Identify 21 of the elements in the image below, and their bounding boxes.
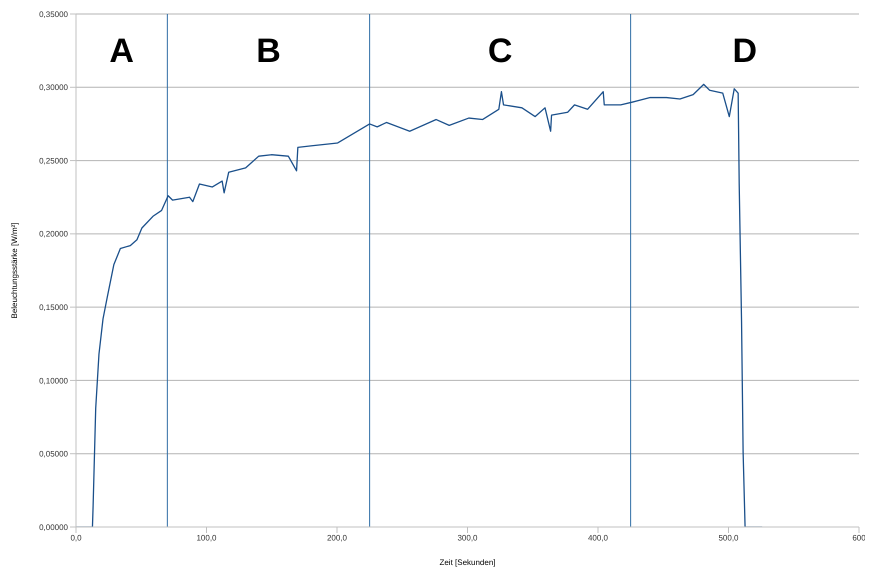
x-tick-label: 600 <box>852 534 866 543</box>
x-axis-title: Zeit [Sekunden] <box>439 558 496 567</box>
y-tick-label: 0,25000 <box>39 156 69 166</box>
y-tick-label: 0,30000 <box>39 83 69 92</box>
annotation: D <box>732 32 758 70</box>
annotation: B <box>256 32 281 70</box>
y-tick-label: 0,20000 <box>39 230 69 239</box>
x-tick-label: 200,0 <box>326 534 348 543</box>
y-tick-label: 0,05000 <box>39 450 69 459</box>
y-tick-label: 0,10000 <box>39 376 69 386</box>
x-tick-label: 300,0 <box>457 534 478 543</box>
x-tick-label: 0,0 <box>70 534 82 543</box>
annotation: A <box>109 32 134 70</box>
y-axis-title: Beleuchtungsstärke [W/m²] <box>10 222 19 319</box>
annotation: C <box>488 32 512 70</box>
y-tick-label: 0,15000 <box>39 302 69 312</box>
y-tick-label: 0,35000 <box>39 10 69 19</box>
y-tick-label: 0,00000 <box>39 522 69 532</box>
x-tick-label: 400,0 <box>588 534 609 543</box>
x-tick-label: 500,0 <box>718 534 740 543</box>
x-tick-label: 100,0 <box>196 534 218 543</box>
